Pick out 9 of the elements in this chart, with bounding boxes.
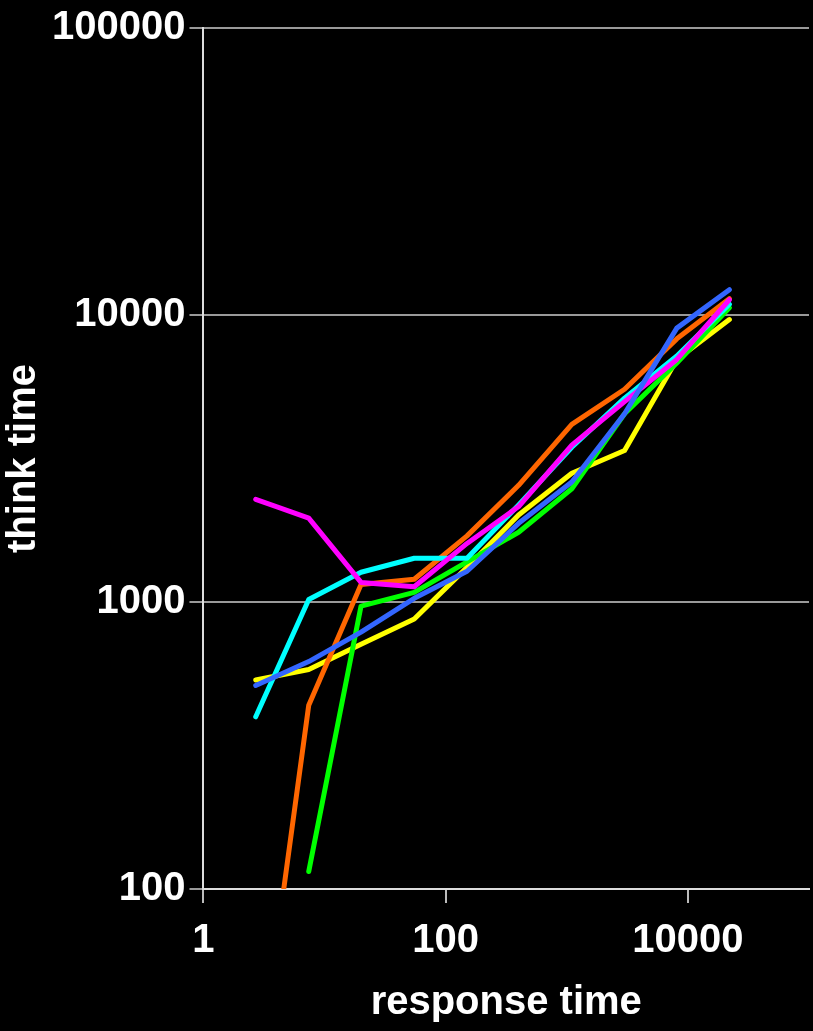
- x-tick-label: 1: [192, 916, 215, 961]
- y-tick-label: 10000: [74, 290, 186, 335]
- y-axis-title: think time: [0, 364, 44, 553]
- x-tick-label: 100: [412, 916, 480, 961]
- x-axis-title: response time: [370, 978, 642, 1023]
- y-tick-label: 1000: [96, 577, 186, 622]
- y-tick-label: 100: [118, 864, 186, 909]
- x-tick-label: 10000: [632, 916, 744, 961]
- y-tick-label: 100000: [51, 3, 186, 48]
